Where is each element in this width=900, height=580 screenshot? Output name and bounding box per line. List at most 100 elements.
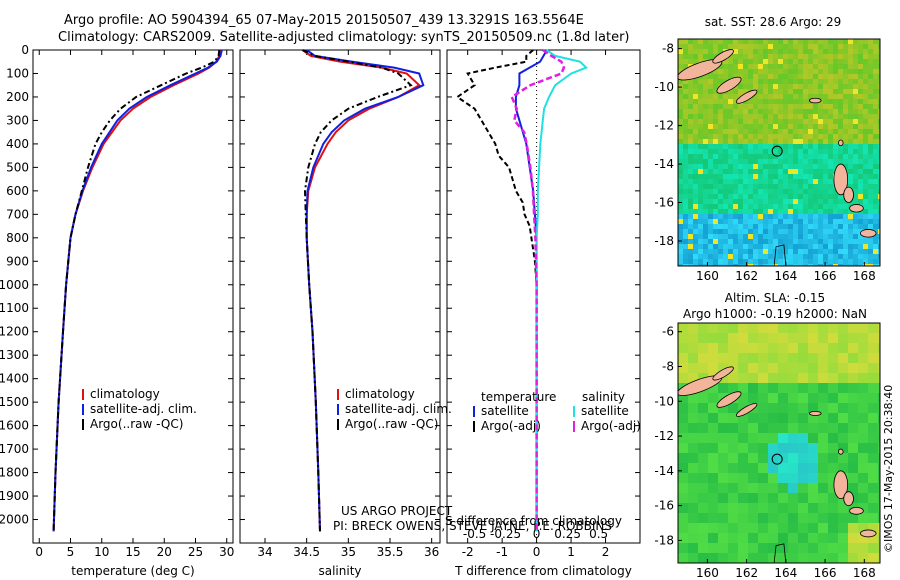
- map-cell: [818, 333, 828, 343]
- map-cell: [718, 433, 728, 443]
- map-cell: [868, 99, 873, 104]
- map-cell: [748, 139, 753, 144]
- map-cell: [678, 79, 683, 84]
- map-cell: [828, 413, 838, 423]
- map-cell: [838, 194, 843, 199]
- map-cell: [838, 373, 848, 383]
- map-cell: [788, 144, 793, 149]
- map-cell: [728, 523, 738, 533]
- map-cell: [773, 124, 778, 129]
- map-cell: [688, 119, 693, 124]
- map-cell: [838, 214, 843, 219]
- map-cell: [788, 124, 793, 129]
- map-cell: [778, 39, 783, 44]
- map-cell: [693, 54, 698, 59]
- map-cell: [743, 159, 748, 164]
- map-cell: [808, 214, 813, 219]
- map-cell: [708, 79, 713, 84]
- map-cell: [728, 124, 733, 129]
- map-cell: [818, 169, 823, 174]
- map-cell: [703, 169, 708, 174]
- map-cell: [723, 69, 728, 74]
- map-cell: [793, 49, 798, 54]
- map-cell: [783, 254, 788, 259]
- map-cell: [733, 174, 738, 179]
- map-cell: [698, 129, 703, 134]
- map-cell: [703, 139, 708, 144]
- map-cell: [798, 543, 808, 553]
- map-cell: [683, 254, 688, 259]
- map-cell: [823, 84, 828, 89]
- map-cell: [743, 39, 748, 44]
- map-cell: [758, 194, 763, 199]
- map-cell: [843, 134, 848, 139]
- map-cell: [818, 174, 823, 179]
- map-cell: [758, 44, 763, 49]
- map-cell: [853, 94, 858, 99]
- map-cell: [693, 94, 698, 99]
- map-cell: [858, 333, 868, 343]
- map-cell: [778, 119, 783, 124]
- map-cell: [678, 154, 683, 159]
- map-cell: [823, 54, 828, 59]
- map-cell: [758, 244, 763, 249]
- map-cell: [798, 64, 803, 69]
- map-cell: [688, 463, 698, 473]
- map-cell: [793, 239, 798, 244]
- map-cell: [858, 393, 868, 403]
- map-cell: [693, 139, 698, 144]
- map-cell: [868, 433, 878, 443]
- map-cell: [838, 209, 843, 214]
- island: [712, 49, 734, 64]
- map-cell: [698, 149, 703, 154]
- map-cell: [758, 94, 763, 99]
- map-cell: [818, 433, 828, 443]
- map-cell: [823, 229, 828, 234]
- map-cell: [683, 124, 688, 129]
- map-cell: [848, 159, 853, 164]
- map-cell: [868, 503, 878, 513]
- map-cell: [763, 149, 768, 154]
- map-cell: [878, 453, 880, 463]
- map-cell: [768, 463, 778, 473]
- map-cell: [758, 373, 768, 383]
- map-cell: [698, 199, 703, 204]
- map-cell: [838, 413, 848, 423]
- map-cell: [878, 194, 880, 199]
- map-cell: [703, 154, 708, 159]
- map-cell: [703, 89, 708, 94]
- map-cell: [838, 543, 848, 553]
- map-cell: [838, 109, 843, 114]
- y-tick-label: 300: [6, 113, 29, 127]
- map-cell: [788, 139, 793, 144]
- map-cell: [713, 74, 718, 79]
- map-cell: [803, 194, 808, 199]
- map-cell: [703, 124, 708, 129]
- map-cell: [843, 249, 848, 254]
- map-cell: [768, 333, 778, 343]
- map-cell: [858, 453, 868, 463]
- map-cell: [848, 403, 858, 413]
- map-cell: [863, 104, 868, 109]
- map-cell: [788, 543, 798, 553]
- map-cell: [878, 333, 880, 343]
- map-cell: [768, 169, 773, 174]
- map-cell: [878, 174, 880, 179]
- map-cell: [718, 224, 723, 229]
- map-cell: [738, 333, 748, 343]
- map-cell: [863, 184, 868, 189]
- map-cell: [823, 194, 828, 199]
- map-cell: [853, 219, 858, 224]
- map-cell: [738, 49, 743, 54]
- map-cell: [853, 59, 858, 64]
- map-cell: [818, 473, 828, 483]
- map-cell: [773, 89, 778, 94]
- map-cell: [793, 144, 798, 149]
- map-cell: [753, 49, 758, 54]
- map-cell: [838, 443, 848, 453]
- map-cell: [863, 194, 868, 199]
- map-cell: [738, 433, 748, 443]
- map-cell: [758, 49, 763, 54]
- map-cell: [738, 383, 748, 393]
- map-cell: [763, 84, 768, 89]
